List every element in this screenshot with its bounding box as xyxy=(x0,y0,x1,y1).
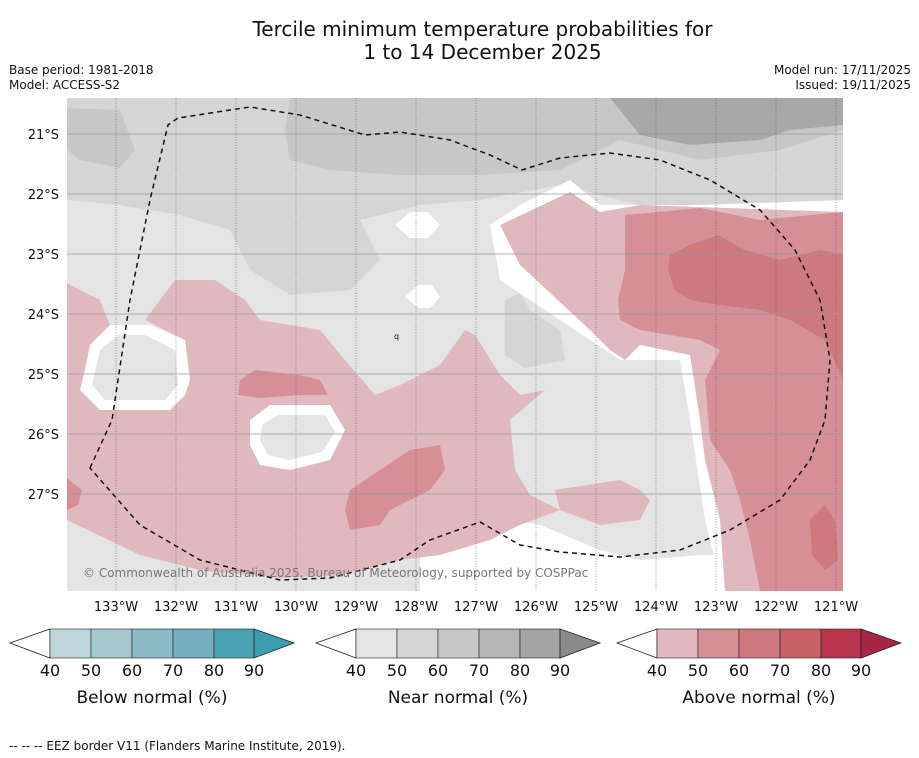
colorbar-labels: Below normal (%) Near normal (%) Above n… xyxy=(77,688,836,708)
lat-gridlines xyxy=(67,133,843,495)
cb-tick: 80 xyxy=(510,661,530,680)
cb-swatch xyxy=(738,628,781,659)
cb-tick: 50 xyxy=(688,661,708,680)
cb-tick: 80 xyxy=(204,661,224,680)
cb-arrow-right xyxy=(253,628,296,659)
lon-label: 123°W xyxy=(694,600,738,615)
cb-tick: 60 xyxy=(122,661,142,680)
cb-swatch xyxy=(656,628,699,659)
gridlines xyxy=(115,98,837,591)
lon-label: 124°W xyxy=(634,600,678,615)
cb-tick: 70 xyxy=(469,661,489,680)
region-near-normal-70 xyxy=(610,98,843,145)
region-white-small xyxy=(395,212,440,238)
lon-label: 130°W xyxy=(274,600,318,615)
cb-arrow-left xyxy=(615,628,658,659)
cb-swatch xyxy=(437,628,480,659)
cb-label-above: Above normal (%) xyxy=(682,688,835,708)
region-white-small-2 xyxy=(405,285,440,308)
cb-arrow-right xyxy=(860,628,903,659)
cb-swatch xyxy=(90,628,133,659)
region-above-50-blob-south xyxy=(345,445,445,530)
cb-arrow-left xyxy=(8,628,51,659)
region-above-40-south-patch xyxy=(555,480,650,525)
lat-label: 25°S xyxy=(28,368,59,383)
region-near-hole-center xyxy=(260,415,335,460)
lon-label: 126°W xyxy=(514,600,558,615)
lon-label: 129°W xyxy=(334,600,378,615)
lat-label: 24°S xyxy=(28,308,59,323)
region-near-hole-west xyxy=(92,335,178,400)
chart-title: Tercile minimum temperature probabilitie… xyxy=(0,18,919,64)
copyright-notice: © Commonwealth of Australia 2025, Bureau… xyxy=(83,566,588,580)
title-line-2: 1 to 14 December 2025 xyxy=(363,40,602,64)
cb-tick: 70 xyxy=(770,661,790,680)
model-name: Model: ACCESS-S2 xyxy=(9,78,121,92)
cb-tick: 40 xyxy=(40,661,60,680)
colorbar-near-normal xyxy=(314,628,602,659)
issued-date: Issued: 19/11/2025 xyxy=(795,78,911,92)
cb-tick: 40 xyxy=(346,661,366,680)
cb-tick: 70 xyxy=(163,661,183,680)
region-above-50-blob-west xyxy=(238,370,328,398)
cb-swatch xyxy=(131,628,174,659)
colorbar-ticks: 40 50 60 70 80 90 40 50 60 70 80 90 40 5… xyxy=(40,661,871,680)
cb-tick: 60 xyxy=(729,661,749,680)
region-near-normal-patch-east xyxy=(505,293,565,368)
region-above-60-east xyxy=(668,235,843,380)
cb-swatch xyxy=(49,628,92,659)
region-above-60-south xyxy=(810,505,838,570)
cb-swatch xyxy=(172,628,215,659)
lon-label: 122°W xyxy=(754,600,798,615)
cb-swatch xyxy=(779,628,822,659)
lon-label: 132°W xyxy=(154,600,198,615)
cb-swatch xyxy=(519,628,561,659)
cb-tick: 80 xyxy=(811,661,831,680)
region-near-normal-60-left xyxy=(67,108,135,168)
lon-label: 125°W xyxy=(574,600,618,615)
cb-tick: 90 xyxy=(851,661,871,680)
lat-labels: 21°S 22°S 23°S 24°S 25°S 26°S 27°S xyxy=(28,128,59,503)
base-period: Base period: 1981-2018 xyxy=(9,63,154,77)
cb-tick: 50 xyxy=(387,661,407,680)
cb-tick: 90 xyxy=(550,661,570,680)
cb-swatch xyxy=(478,628,521,659)
island-marker: q xyxy=(394,332,399,341)
lat-label: 22°S xyxy=(28,188,59,203)
lon-labels: 133°W 132°W 131°W 130°W 129°W 128°W 127°… xyxy=(94,600,858,615)
cb-label-below: Below normal (%) xyxy=(77,688,228,708)
lon-label: 127°W xyxy=(454,600,498,615)
lat-label: 21°S xyxy=(28,128,59,143)
lat-label: 23°S xyxy=(28,248,59,263)
lat-label: 27°S xyxy=(28,488,59,503)
eez-border xyxy=(89,106,831,581)
probability-field xyxy=(67,98,843,591)
meta-right: Model run: 17/11/2025 Issued: 19/11/2025 xyxy=(774,63,911,93)
cb-arrow-right xyxy=(559,628,602,659)
cb-swatch xyxy=(820,628,862,659)
cb-swatch xyxy=(396,628,439,659)
lon-label: 128°W xyxy=(394,600,438,615)
colorbar-above-normal xyxy=(615,628,903,659)
cb-tick: 50 xyxy=(81,661,101,680)
lon-label: 133°W xyxy=(94,600,138,615)
model-run: Model run: 17/11/2025 xyxy=(773,63,911,77)
lon-label: 121°W xyxy=(814,600,858,615)
cb-swatch xyxy=(697,628,740,659)
cb-tick: 90 xyxy=(244,661,264,680)
lon-label: 131°W xyxy=(214,600,258,615)
eez-footnote: -- -- -- EEZ border V11 (Flanders Marine… xyxy=(9,739,346,753)
cb-swatch xyxy=(213,628,255,659)
cb-swatch xyxy=(355,628,398,659)
meta-left: Base period: 1981-2018 Model: ACCESS-S2 xyxy=(9,63,154,93)
cb-arrow-left xyxy=(314,628,357,659)
cb-tick: 60 xyxy=(428,661,448,680)
lat-label: 26°S xyxy=(28,428,59,443)
cb-tick: 40 xyxy=(647,661,667,680)
colorbar-below-normal xyxy=(8,628,296,659)
title-line-1: Tercile minimum temperature probabilitie… xyxy=(252,17,713,41)
cb-label-near: Near normal (%) xyxy=(388,688,528,708)
